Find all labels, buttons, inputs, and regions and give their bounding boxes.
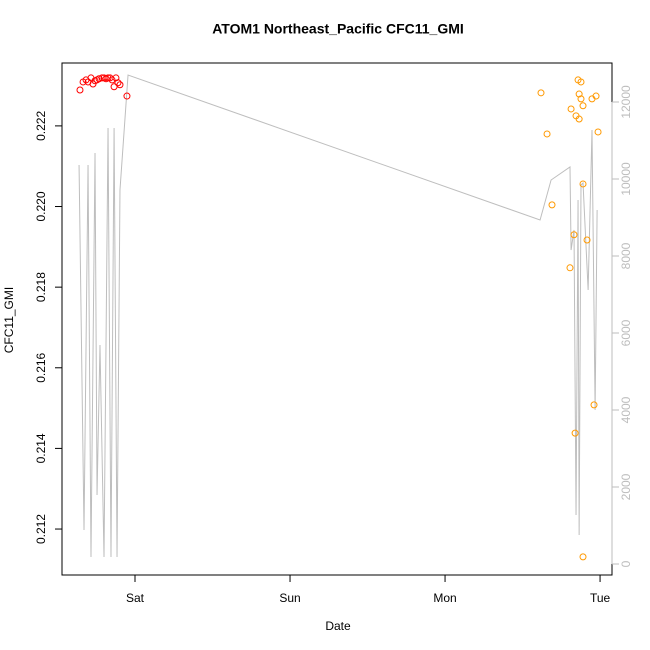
chart-title: ATOM1 Northeast_Pacific CFC11_GMI (212, 21, 464, 37)
x-tick-label: Mon (433, 591, 456, 605)
data-point (577, 95, 585, 103)
data-point (575, 115, 583, 123)
data-point (566, 264, 574, 272)
data-point (104, 74, 112, 82)
data-point (594, 128, 602, 136)
data-point (592, 92, 600, 100)
data-point (577, 78, 585, 86)
data-point (583, 236, 591, 244)
y2-tick-label: 12000 (619, 85, 633, 119)
y2-tick-label: 2000 (619, 473, 633, 500)
data-point (567, 105, 575, 113)
data-point (548, 201, 556, 209)
y-tick-label: 0.212 (34, 514, 48, 544)
y2-tick-label: 10000 (619, 162, 633, 196)
data-point (114, 79, 122, 87)
data-point (579, 553, 587, 561)
y-tick-label: 0.222 (34, 111, 48, 141)
y-tick-label: 0.220 (34, 191, 48, 221)
data-point (108, 76, 116, 84)
x-tick-label: Tue (590, 591, 611, 605)
data-point (570, 231, 578, 239)
y-tick-label: 0.214 (34, 433, 48, 463)
y-axis-label: CFC11_GMI (2, 287, 16, 353)
y-tick-label: 0.216 (34, 352, 48, 382)
x-tick-label: Sun (279, 591, 300, 605)
data-point (110, 83, 118, 91)
y2-tick-label: 0 (619, 560, 633, 567)
y2-tick-label: 8000 (619, 242, 633, 269)
x-axis-label: Date (325, 619, 351, 633)
data-point (543, 130, 551, 138)
y2-tick-label: 4000 (619, 396, 633, 423)
data-point (537, 89, 545, 97)
data-point (575, 90, 583, 98)
x-tick-label: Sat (126, 591, 145, 605)
data-point (76, 86, 84, 94)
data-point (116, 81, 124, 89)
data-point (579, 102, 587, 110)
data-point (95, 75, 103, 83)
data-point (579, 180, 587, 188)
data-point (571, 429, 579, 437)
data-point (590, 401, 598, 409)
data-point (123, 92, 131, 100)
y2-tick-label: 6000 (619, 319, 633, 346)
data-line (78, 74, 598, 557)
y-tick-label: 0.218 (34, 272, 48, 302)
